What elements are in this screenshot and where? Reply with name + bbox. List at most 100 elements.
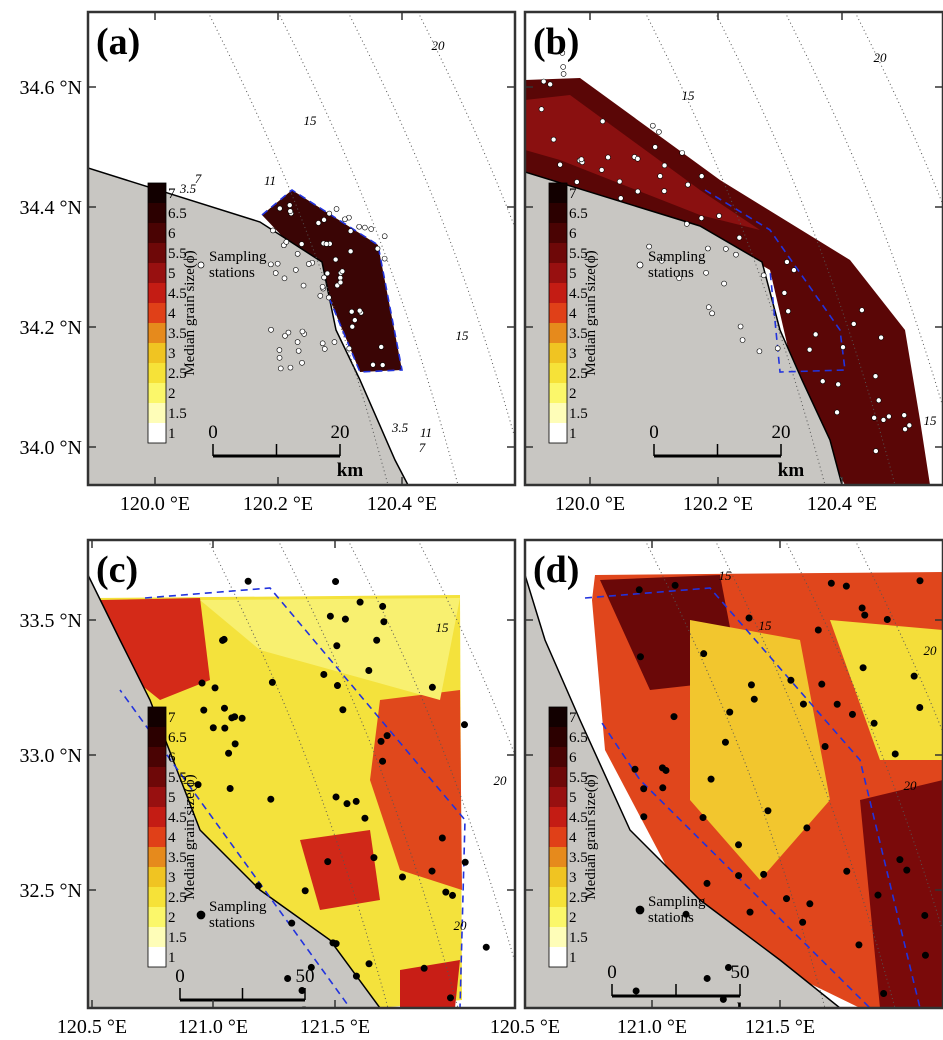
contour-label: 15 — [682, 88, 696, 103]
sampling-station — [657, 173, 663, 179]
sampling-station — [700, 650, 708, 658]
colorbar-title: Median grain size(ϕ) — [182, 250, 198, 375]
colorbar-label: 7 — [168, 710, 176, 726]
colorbar-label: 5.5 — [569, 770, 588, 786]
survey-outline — [261, 189, 403, 373]
legend-label: stations — [648, 265, 694, 281]
sampling-station — [277, 365, 284, 372]
sampling-station — [781, 290, 788, 296]
sampling-station — [806, 346, 813, 353]
sampling-station — [352, 972, 360, 980]
sampling-station — [333, 642, 341, 650]
colorbar-label: 2.5 — [569, 890, 588, 906]
sampling-station — [861, 611, 869, 619]
sampling-station — [652, 144, 658, 150]
colorbar-swatch — [148, 747, 166, 767]
scale-unit: km — [337, 460, 364, 481]
colorbar-label: 4 — [168, 830, 176, 846]
sampling-station — [219, 636, 227, 644]
land — [525, 171, 843, 485]
sampling-station — [326, 294, 332, 301]
colorbar-swatch — [148, 887, 166, 907]
sampling-station — [886, 413, 892, 420]
legend-marker — [636, 261, 644, 269]
sampling-station — [605, 154, 611, 161]
colorbar-swatch — [148, 263, 166, 283]
sampling-station — [380, 618, 388, 626]
sampling-station — [737, 323, 744, 330]
sampling-station — [631, 765, 639, 773]
sampling-station — [859, 307, 865, 313]
sampling-station — [634, 156, 641, 162]
sampling-station — [550, 136, 557, 143]
sampling-station — [859, 664, 867, 672]
sampling-station — [634, 188, 641, 195]
sampling-station — [228, 714, 236, 722]
sampling-station — [540, 78, 547, 85]
sampling-station — [368, 226, 374, 232]
sampling-station — [211, 684, 219, 692]
colorbar-swatch — [148, 203, 166, 223]
colorbar-swatch — [549, 707, 567, 727]
sampling-station — [398, 873, 406, 881]
colorbar-swatch — [549, 887, 567, 907]
contour-label: 20 — [904, 778, 918, 793]
colorbar-swatch — [148, 423, 166, 443]
legend-label: Sampling — [209, 899, 267, 915]
sampling-station — [903, 866, 911, 874]
colorbar-swatch — [148, 283, 166, 303]
sampling-station — [420, 964, 428, 972]
sampling-station — [873, 448, 879, 454]
sampling-station — [735, 841, 743, 849]
sampling-station — [870, 719, 878, 727]
sampling-station — [301, 887, 309, 895]
contour-label: 15 — [436, 620, 450, 635]
sampling-station — [806, 900, 814, 908]
colorbar-label: 2 — [168, 910, 176, 926]
x-tick-label: 121.0 °E — [617, 1016, 687, 1038]
sampling-station — [307, 963, 315, 971]
map-panel: 20 15 15 7 6.5 6 5.5 5 4.5 4 3.5 3 2.5 2 1.5 1 Median gr… — [523, 10, 943, 515]
map-panel: 15 20 15 20 7 6.5 6 5.5 5 4.5 4 3.5 3 2.5 2 1.5 1 Median … — [490, 538, 943, 1038]
colorbar-label: 2 — [569, 386, 577, 402]
sampling-station — [320, 670, 328, 678]
colorbar-swatch — [148, 947, 166, 967]
sampling-station — [270, 227, 276, 234]
colorbar-swatch — [148, 787, 166, 807]
isobath — [644, 540, 826, 1008]
sampling-station — [276, 347, 283, 353]
contour-label: 15 — [304, 113, 318, 128]
sampling-station — [379, 757, 387, 765]
sampling-station — [635, 586, 643, 594]
colorbar-swatch — [549, 727, 567, 747]
sampling-station — [286, 202, 293, 208]
sampling-station — [295, 348, 302, 354]
sampling-station — [676, 275, 682, 281]
colorbar-swatch — [148, 243, 166, 263]
sampling-station — [599, 118, 606, 125]
sampling-station — [306, 261, 312, 267]
grain-size-area — [860, 780, 943, 1008]
sampling-station — [774, 345, 781, 352]
sampling-station — [787, 676, 795, 684]
sampling-station — [319, 284, 326, 290]
panel-frame — [523, 10, 943, 487]
sampling-station — [784, 259, 790, 265]
panel-frame — [86, 538, 517, 1010]
sampling-station — [578, 156, 585, 163]
sampling-station — [736, 234, 743, 241]
x-tick-label: 120.5 °E — [57, 1016, 127, 1038]
sampling-station — [858, 604, 866, 612]
sampling-station — [346, 345, 353, 352]
sampling-station — [287, 208, 294, 214]
grain-size-area — [525, 95, 760, 230]
colorbar-label: 3 — [569, 346, 577, 362]
sampling-station — [661, 162, 668, 169]
sampling-station — [814, 626, 822, 634]
sampling-station — [705, 245, 711, 252]
grain-size-area — [830, 620, 943, 760]
sampling-station — [288, 919, 296, 927]
colorbar-swatch — [148, 907, 166, 927]
sampling-station — [254, 882, 262, 890]
grain-size-area — [100, 598, 210, 700]
